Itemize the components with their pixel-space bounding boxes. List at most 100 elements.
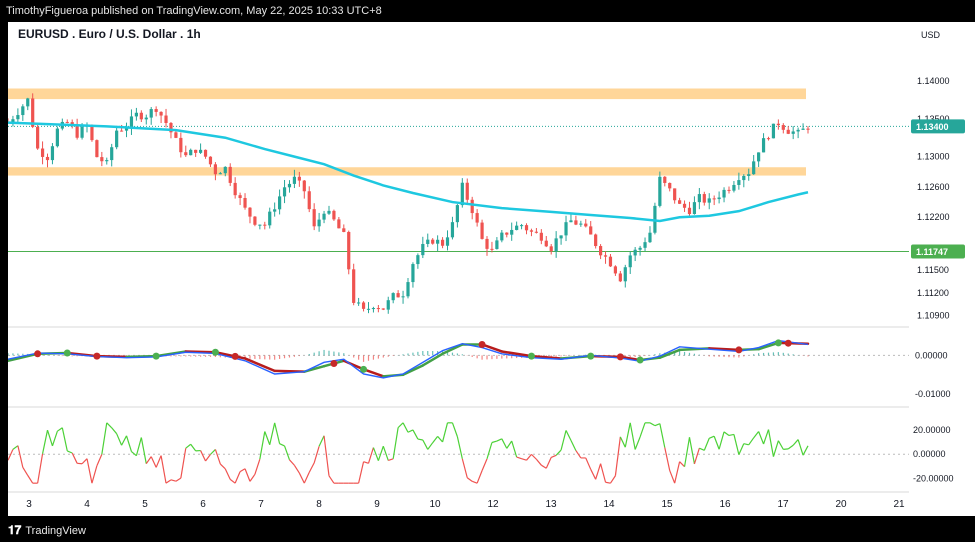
candle-body <box>727 189 731 191</box>
time-tick-label: 12 <box>487 499 499 510</box>
time-tick-label: 20 <box>835 499 847 510</box>
osc-segment <box>303 472 310 484</box>
macd-tick-label: -0.01000 <box>915 389 951 399</box>
osc-segment <box>629 422 636 450</box>
price-scale[interactable]: USD 1.14000 1.13500 1.13000 1.12600 1.12200 1.… <box>909 22 975 516</box>
osc-segment <box>590 469 597 480</box>
crossover-dot <box>478 340 486 348</box>
candle-body <box>791 131 795 134</box>
osc-segment <box>170 479 177 482</box>
candle-body <box>490 248 494 250</box>
candle-body <box>401 296 405 298</box>
osc-segment <box>234 471 241 484</box>
osc-segment <box>555 449 562 456</box>
osc-segment <box>165 479 172 484</box>
candle-body <box>110 147 114 161</box>
candle-body <box>278 196 282 210</box>
candle-body <box>771 123 776 139</box>
time-tick-label: 3 <box>26 499 32 510</box>
candle-body <box>633 249 637 256</box>
price-tick-label: 1.13500 <box>917 114 950 124</box>
osc-segment <box>244 468 251 482</box>
osc-segment <box>61 427 68 452</box>
osc-segment <box>140 437 147 464</box>
osc-segment <box>96 454 103 466</box>
time-tick-label: 7 <box>258 499 264 510</box>
osc-segment <box>575 450 582 459</box>
price-tick-label: 1.12200 <box>917 212 950 222</box>
osc-segment <box>298 472 305 484</box>
osc-segment <box>486 442 493 460</box>
osc-segment <box>654 423 661 427</box>
candle-body <box>465 182 469 200</box>
osc-segment <box>372 447 379 461</box>
osc-segment <box>679 461 685 468</box>
osc-segment <box>323 435 330 476</box>
publisher-bar: TimothyFigueroa published on TradingView… <box>0 0 975 22</box>
osc-segment <box>570 440 577 451</box>
osc-segment <box>150 456 157 468</box>
resistance-zone <box>8 88 806 100</box>
candle-body <box>332 210 336 220</box>
candle-body <box>194 149 198 153</box>
candle-body <box>233 182 237 196</box>
moving-average-line <box>8 121 809 223</box>
tradingview-logo[interactable]: 𝟏𝟕 TradingView <box>8 523 86 538</box>
osc-segment <box>125 435 133 452</box>
signal-segment <box>214 350 247 360</box>
signal-segment <box>530 354 563 360</box>
signal-segment <box>441 343 464 356</box>
price-tick-label: 1.14000 <box>917 76 950 86</box>
candle-body <box>589 226 593 235</box>
osc-segment <box>190 443 197 452</box>
candle-body <box>391 293 395 301</box>
candle-body <box>421 243 425 256</box>
candle-body <box>663 176 667 183</box>
osc-segment <box>531 453 537 460</box>
candle-body <box>737 180 741 185</box>
osc-segment <box>283 445 291 461</box>
candle-body <box>95 140 99 158</box>
candle-body <box>534 231 538 233</box>
crossover-dot <box>587 352 595 360</box>
osc-segment <box>279 443 285 447</box>
osc-segment <box>709 435 715 439</box>
candle-body <box>579 223 583 225</box>
macd-line <box>8 339 809 379</box>
scale-bg <box>909 22 975 516</box>
candle-body <box>347 231 351 270</box>
osc-segment <box>743 443 749 446</box>
candle-body <box>594 234 598 247</box>
crossover-dot <box>93 352 101 360</box>
candle-body <box>327 210 331 214</box>
candle-body <box>747 174 751 176</box>
candle-body <box>198 149 203 153</box>
osc-segment <box>214 449 221 465</box>
candle-body <box>45 156 50 161</box>
candle-body <box>129 116 134 129</box>
candle-body <box>613 266 618 274</box>
candle-body <box>426 239 430 244</box>
osc-segment <box>496 438 503 442</box>
macd-tick-label: 0.00000 <box>915 350 948 360</box>
crossover-dot <box>784 339 792 347</box>
candle-body <box>352 269 356 303</box>
candle-body <box>411 264 415 283</box>
osc-segment <box>560 430 567 451</box>
osc-segment <box>683 437 691 467</box>
tradingview-logo-icon: 𝟏𝟕 <box>8 523 22 537</box>
signal-segment <box>401 364 425 377</box>
osc-segment <box>471 480 478 484</box>
candle-body <box>549 246 553 252</box>
candle-body <box>564 222 568 236</box>
signal-segment <box>184 350 217 354</box>
time-tick-label: 13 <box>545 499 557 510</box>
candle-body <box>357 302 361 304</box>
candle-body <box>584 223 588 227</box>
osc-segment <box>269 422 276 445</box>
osc-segment <box>738 443 745 455</box>
osc-segment <box>358 461 365 484</box>
chart-svg[interactable]: EURUSD . Euro / U.S. Dollar . 1h 3 4 5 6 7 8 9 1… <box>8 22 909 516</box>
candle-body <box>806 128 810 130</box>
chart-area[interactable]: EURUSD . Euro / U.S. Dollar . 1h 3 4 5 6 7 8 9 1… <box>8 22 909 516</box>
